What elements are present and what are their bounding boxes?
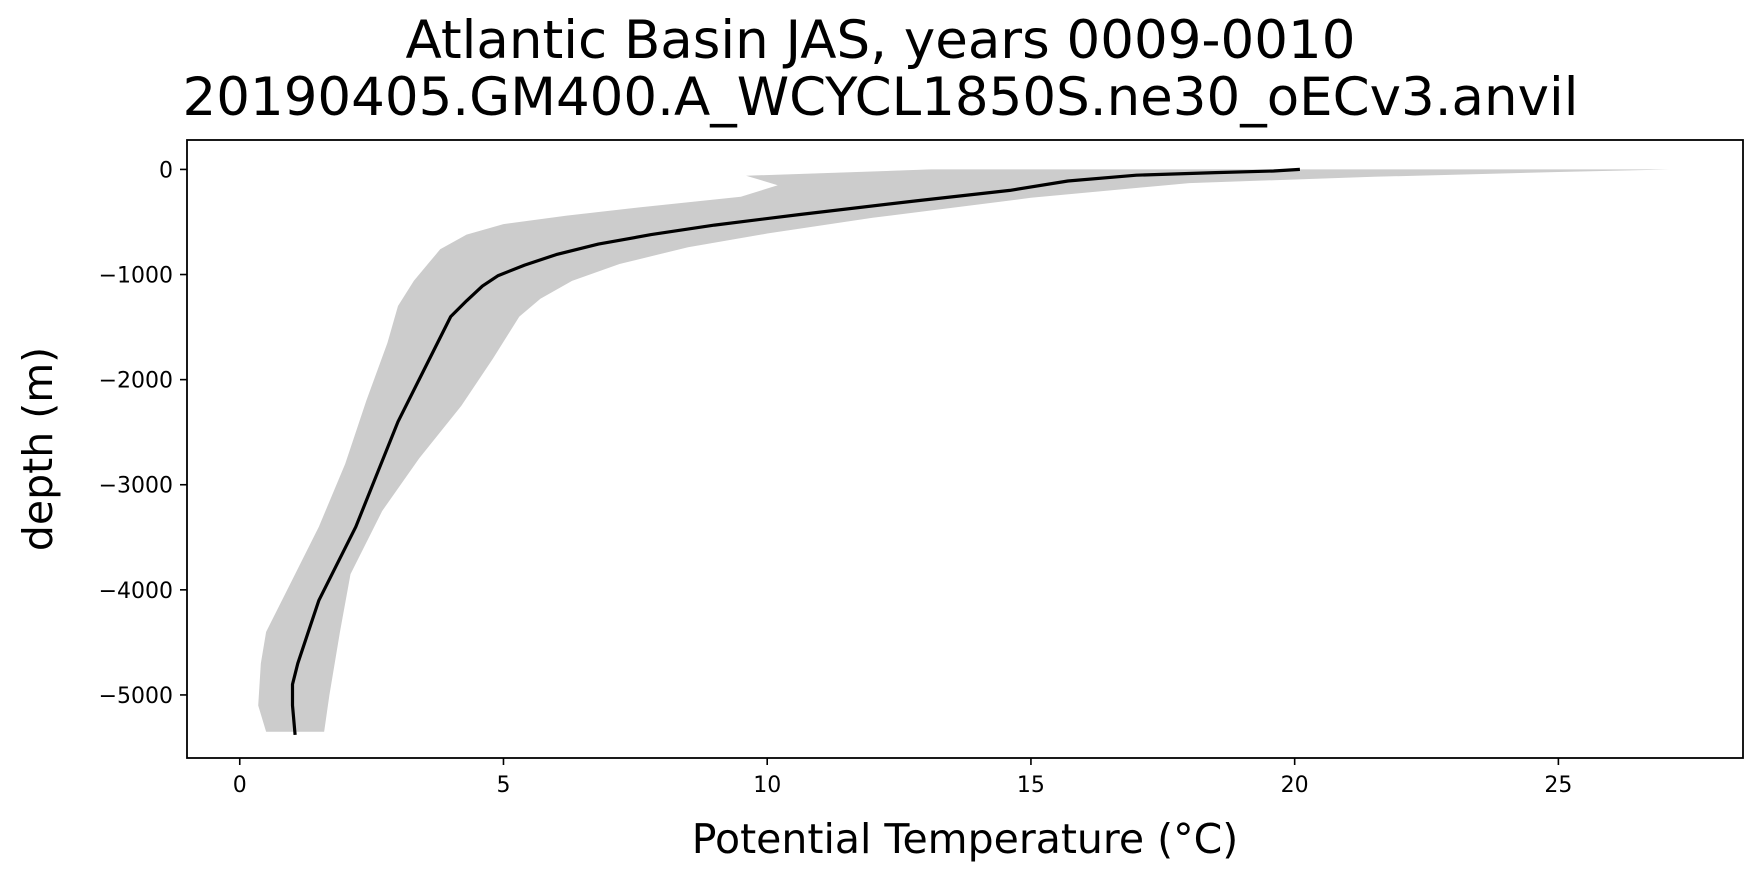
x-tick-label: 10 — [753, 773, 781, 798]
x-tick-label: 0 — [233, 773, 247, 798]
spread-band — [258, 169, 1670, 732]
y-tick-label: −3000 — [99, 474, 173, 499]
y-tick-label: 0 — [159, 158, 173, 183]
chart-title: Atlantic Basin JAS, years 0009-0010 — [405, 10, 1356, 71]
x-tick-label: 20 — [1281, 773, 1309, 798]
x-tick-label: 5 — [496, 773, 510, 798]
y-tick-label: −5000 — [99, 684, 173, 709]
y-tick-label: −4000 — [99, 579, 173, 604]
x-tick-label: 15 — [1017, 773, 1045, 798]
x-tick-label: 25 — [1544, 773, 1572, 798]
chart-subtitle: 20190405.GM400.A_WCYCL1850S.ne30_oECv3.a… — [182, 67, 1579, 128]
y-tick-label: −1000 — [99, 264, 173, 289]
x-axis-label: Potential Temperature (°C) — [692, 815, 1239, 863]
y-axis-label: depth (m) — [14, 347, 62, 551]
y-tick-label: −2000 — [99, 369, 173, 394]
series-line-mean — [290, 167, 1300, 736]
axes-frame — [186, 139, 1744, 759]
